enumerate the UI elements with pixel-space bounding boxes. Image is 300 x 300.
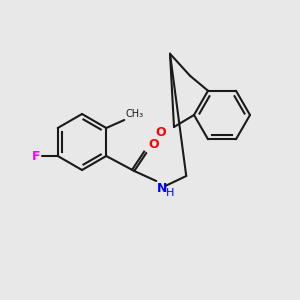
- Text: N: N: [157, 182, 168, 195]
- Text: O: O: [148, 138, 159, 151]
- Text: CH₃: CH₃: [125, 109, 143, 119]
- Text: F: F: [32, 149, 41, 163]
- Text: H: H: [166, 188, 175, 198]
- Text: O: O: [155, 125, 166, 139]
